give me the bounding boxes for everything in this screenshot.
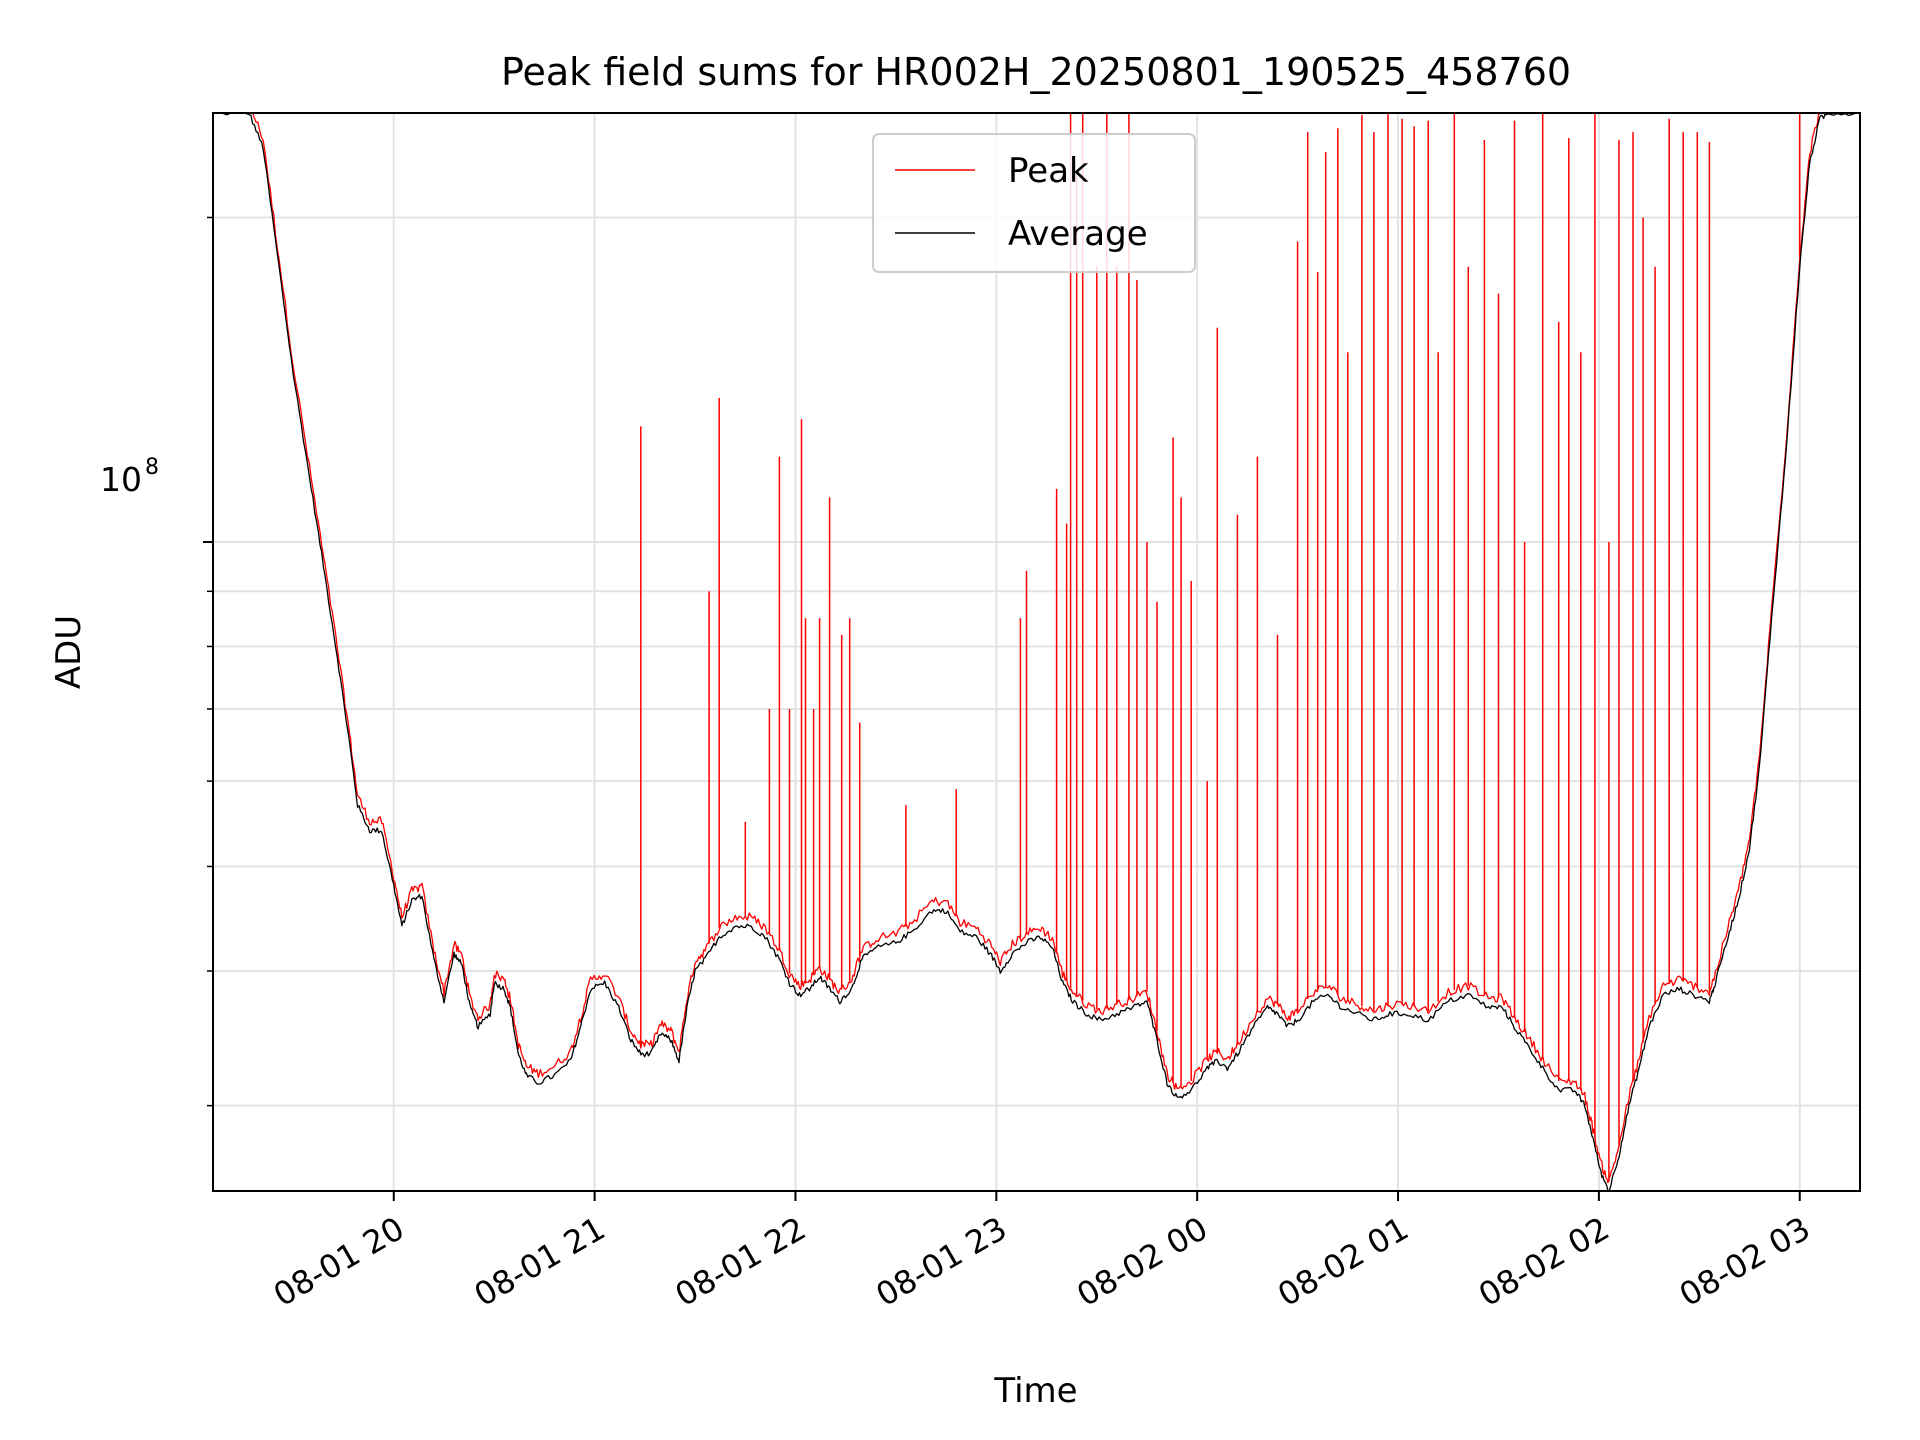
legend-label-peak: Peak (1008, 151, 1089, 191)
y-axis-label: ADU (49, 615, 89, 689)
x-tick-label: 08-02 02 (1472, 1209, 1616, 1314)
legend: Peak Average (872, 133, 1196, 273)
x-tick-label: 08-02 01 (1271, 1209, 1415, 1314)
x-axis-ticks: 08-01 20 08-01 21 08-01 22 08-01 23 08-02 00… (267, 1191, 1817, 1314)
x-tick-label: 08-01 21 (468, 1209, 612, 1314)
y-axis-ticks (203, 216, 213, 1107)
x-tick-label: 08-01 20 (267, 1209, 411, 1314)
plot-area (213, 112, 1860, 1192)
x-axis-label: Time (993, 1371, 1077, 1411)
y-tick-label-1e8: 10 8 (100, 455, 159, 499)
y-tick-label-exponent: 8 (145, 455, 159, 480)
peak-series-spikes (640, 113, 1801, 1182)
legend-label-average: Average (1008, 214, 1148, 254)
grid (213, 113, 1860, 1191)
peak-series-line (213, 112, 1860, 1184)
plot-frame (212, 112, 1861, 1192)
y-tick-label-base: 10 (100, 460, 142, 499)
x-tick-label: 08-01 22 (669, 1209, 813, 1314)
average-series-line (213, 112, 1860, 1192)
x-tick-label: 08-01 23 (870, 1209, 1014, 1314)
x-tick-label: 08-02 03 (1673, 1209, 1817, 1314)
chart-title: Peak field sums for HR002H_20250801_1905… (501, 50, 1571, 94)
x-tick-label: 08-02 00 (1070, 1209, 1214, 1314)
